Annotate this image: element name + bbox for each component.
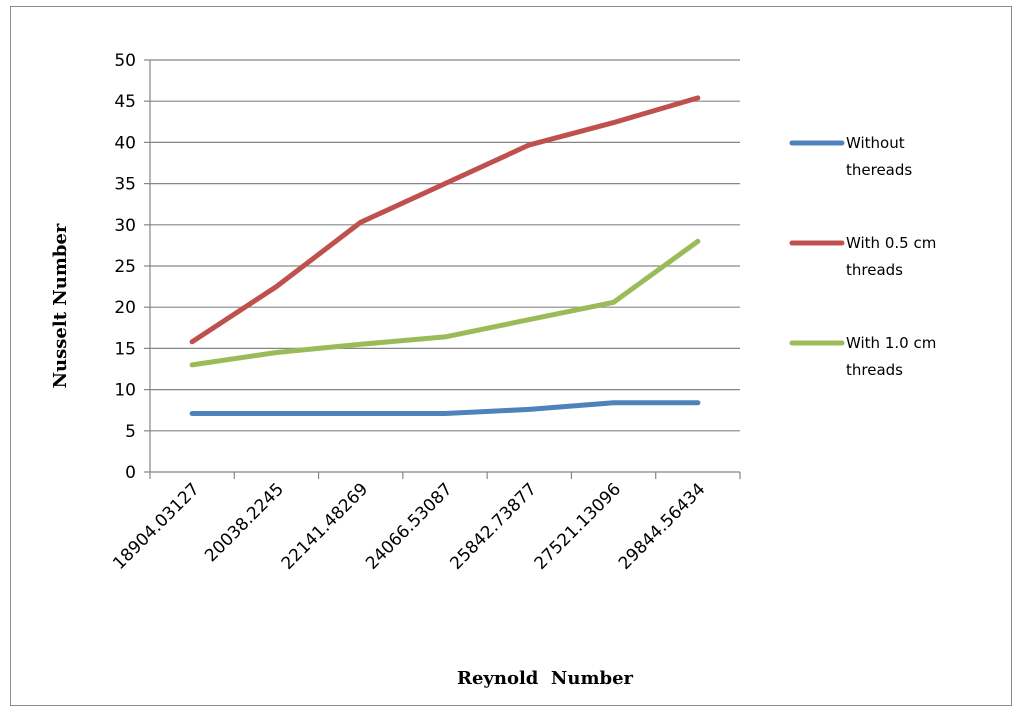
x-tick-label: 20038.2245	[201, 479, 288, 566]
x-tick-label: 18904.03127	[109, 479, 203, 573]
x-tick-labels: 18904.0312720038.224522141.4826924066.53…	[109, 479, 709, 573]
x-tick-label: 29844.56434	[615, 479, 709, 573]
y-tick-labels: 0 5 10 15 20 25 30 35 40 45 50	[114, 51, 136, 483]
y-tick-label: 15	[114, 339, 136, 359]
x-tick-label: 22141.48269	[278, 479, 372, 573]
y-axis-title: Nusselt Number	[50, 223, 71, 388]
gridlines	[150, 59, 740, 432]
axes	[144, 59, 741, 479]
x-tick-label: 25842.73877	[446, 479, 540, 573]
series-line	[189, 95, 701, 345]
series-lines	[189, 95, 701, 416]
y-tick-label: 10	[114, 381, 136, 401]
series-line	[189, 400, 701, 416]
legend-label: Without thereads	[846, 134, 912, 179]
y-tick-label: 40	[114, 133, 136, 153]
legend-label: With 1.0 cm threads	[846, 334, 936, 379]
x-axis-title: Reynold Number	[457, 668, 634, 689]
y-tick-label: 35	[114, 175, 136, 195]
y-tick-label: 30	[114, 216, 136, 236]
legend-label: With 0.5 cm threads	[846, 234, 936, 279]
y-tick-label: 20	[114, 298, 136, 318]
y-tick-label: 5	[125, 422, 136, 442]
y-tick-label: 50	[114, 51, 136, 71]
series-line	[189, 238, 701, 368]
y-tick-label: 0	[125, 463, 136, 483]
chart-frame	[10, 6, 1012, 706]
x-tick-label: 24066.53087	[362, 479, 456, 573]
y-tick-label: 25	[114, 257, 136, 277]
y-tick-label: 45	[114, 92, 136, 112]
x-tick-label: 27521.13096	[531, 479, 625, 573]
legend: Without thereads With 0.5 cm threads With 1.…	[789, 134, 936, 379]
